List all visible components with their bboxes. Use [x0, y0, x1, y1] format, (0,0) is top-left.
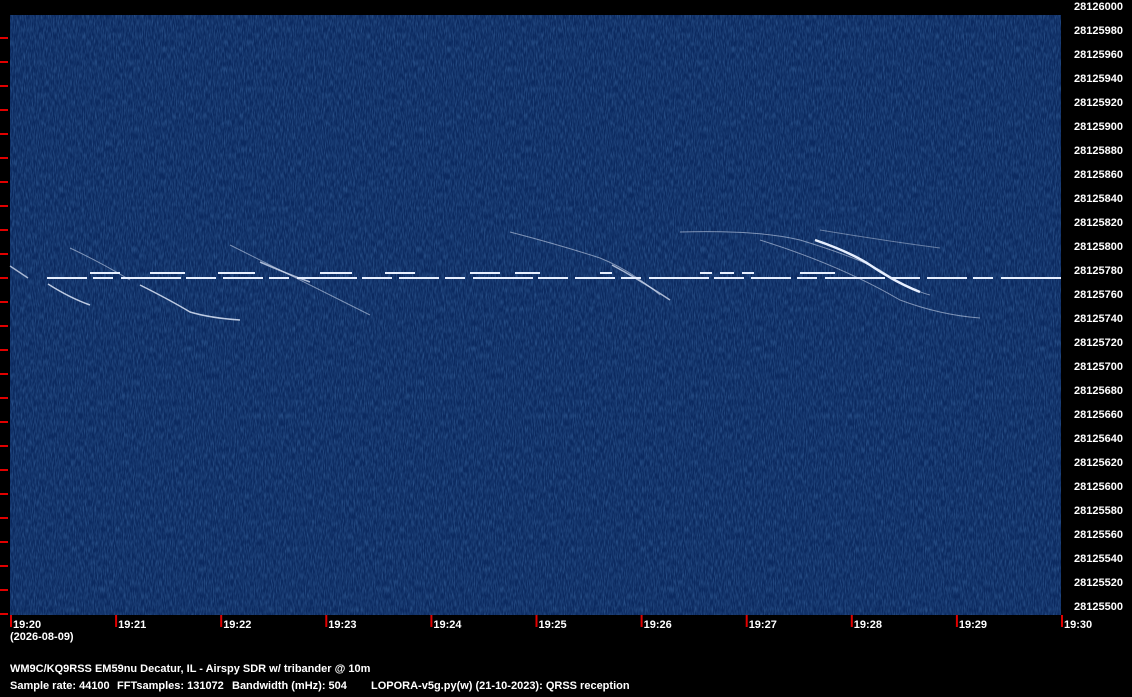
detail: FFTsamples: 131072	[117, 680, 224, 692]
frequency-label: 28125860	[1074, 169, 1123, 181]
frequency-label: 28125700	[1074, 361, 1123, 373]
time-label: 19:23	[328, 619, 356, 631]
time-label: 19:26	[644, 619, 672, 631]
frequency-label: 28125820	[1074, 217, 1123, 229]
frequency-label: 28125720	[1074, 337, 1123, 349]
station-info: WM9C/KQ9RSS EM59nu Decatur, IL - Airspy …	[10, 663, 371, 675]
frequency-label: 28125760	[1074, 289, 1123, 301]
time-label: 19:30	[1064, 619, 1092, 631]
frequency-label: 28125800	[1074, 241, 1123, 253]
time-label: 19:27	[749, 619, 777, 631]
time-label: 19:29	[959, 619, 987, 631]
frequency-label: 28125880	[1074, 145, 1123, 157]
spectrogram-noise	[10, 15, 1061, 615]
signal-traces	[9, 229, 1061, 321]
frequency-label: 28125980	[1074, 25, 1123, 37]
spectrogram	[9, 15, 1061, 615]
frequency-label: 28125840	[1074, 193, 1123, 205]
time-label: 19:24	[433, 619, 462, 631]
time-label: 19:20	[13, 619, 41, 631]
frequency-label: 28125540	[1074, 553, 1123, 565]
time-label: 19:21	[118, 619, 146, 631]
date-label: (2026-08-09)	[10, 631, 74, 643]
time-label: 19:25	[539, 619, 567, 631]
frequency-label: 28125920	[1074, 97, 1123, 109]
frequency-label: 28125560	[1074, 529, 1123, 541]
time-label: 19:28	[854, 619, 882, 631]
detail: Sample rate: 44100	[10, 680, 110, 692]
frequency-label: 28125780	[1074, 265, 1123, 277]
frequency-label: 28125500	[1074, 601, 1123, 613]
frequency-label: 28125940	[1074, 73, 1123, 85]
frequency-label: 28125620	[1074, 457, 1123, 469]
frequency-label: 28125740	[1074, 313, 1123, 325]
frequency-label: 28125680	[1074, 385, 1123, 397]
frequency-label: 28125520	[1074, 577, 1123, 589]
frequency-label: 28125660	[1074, 409, 1123, 421]
frequency-label: 28125960	[1074, 49, 1123, 61]
axes: 28126000 28125980 28125960 28125940 28125920…	[0, 1, 1123, 631]
frequency-label: 28125600	[1074, 481, 1123, 493]
frequency-label: 28125900	[1074, 121, 1123, 133]
detail: LOPORA-v5g.py(w) (21-10-2023): QRSS rece…	[371, 680, 630, 692]
frequency-label: 28125580	[1074, 505, 1123, 517]
time-label: 19:22	[223, 619, 251, 631]
detail: Bandwidth (mHz): 504	[232, 680, 348, 692]
frequency-label: 28126000	[1074, 1, 1123, 13]
frequency-label: 28125640	[1074, 433, 1123, 445]
